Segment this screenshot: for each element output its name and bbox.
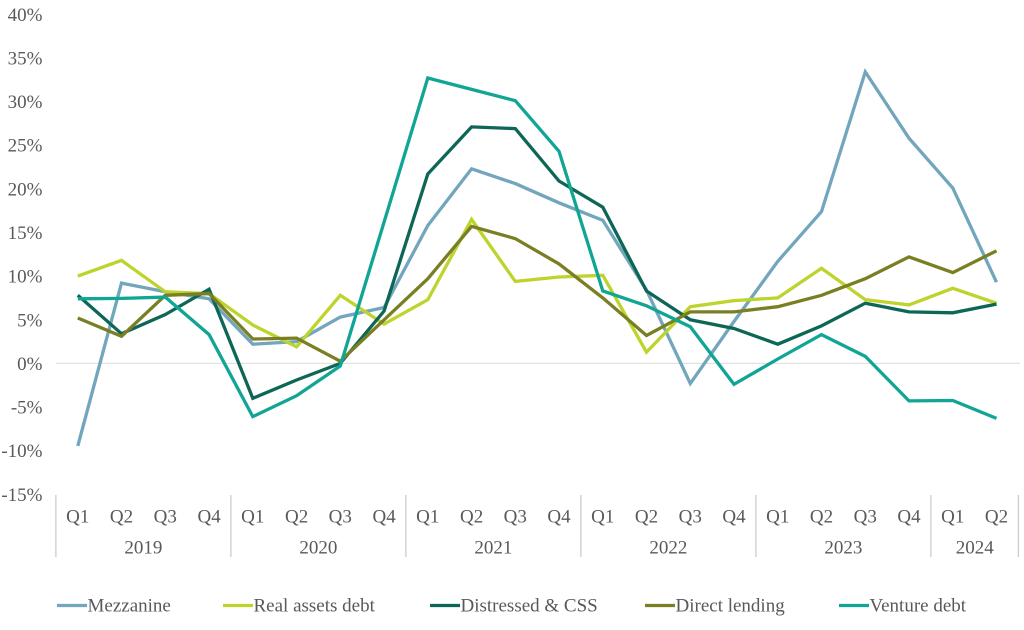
svg-text:20%: 20%	[8, 179, 43, 200]
svg-text:Mezzanine: Mezzanine	[88, 596, 171, 617]
svg-text:Q1: Q1	[66, 507, 89, 528]
svg-text:Real assets debt: Real assets debt	[254, 596, 376, 617]
svg-text:35%: 35%	[8, 49, 43, 70]
svg-text:Q3: Q3	[504, 507, 527, 528]
svg-text:2024: 2024	[956, 538, 995, 559]
svg-text:Q2: Q2	[110, 507, 133, 528]
svg-text:Q4: Q4	[547, 507, 571, 528]
svg-text:Q1: Q1	[416, 507, 439, 528]
svg-text:Q3: Q3	[679, 507, 702, 528]
svg-text:Q3: Q3	[329, 507, 352, 528]
svg-text:Q4: Q4	[722, 507, 746, 528]
svg-text:Q4: Q4	[197, 507, 221, 528]
svg-text:10%: 10%	[8, 267, 43, 288]
svg-text:0%: 0%	[17, 354, 43, 375]
svg-text:Q3: Q3	[854, 507, 877, 528]
svg-text:2023: 2023	[824, 538, 862, 559]
svg-text:2021: 2021	[474, 538, 512, 559]
svg-text:40%: 40%	[8, 5, 43, 26]
svg-text:2022: 2022	[649, 538, 687, 559]
svg-text:30%: 30%	[8, 92, 43, 113]
svg-text:Q1: Q1	[591, 507, 614, 528]
svg-text:Q1: Q1	[241, 507, 264, 528]
svg-text:Q1: Q1	[941, 507, 964, 528]
svg-text:Q3: Q3	[154, 507, 177, 528]
svg-text:Q4: Q4	[372, 507, 396, 528]
svg-text:2020: 2020	[299, 538, 337, 559]
svg-text:Q2: Q2	[985, 507, 1008, 528]
svg-text:Q2: Q2	[635, 507, 658, 528]
svg-text:15%: 15%	[8, 223, 43, 244]
svg-text:25%: 25%	[8, 136, 43, 157]
svg-text:Q2: Q2	[460, 507, 483, 528]
svg-text:-10%: -10%	[1, 441, 42, 462]
svg-text:-15%: -15%	[1, 485, 42, 506]
svg-text:Q2: Q2	[810, 507, 833, 528]
svg-text:Direct lending: Direct lending	[676, 596, 786, 617]
svg-text:Q4: Q4	[897, 507, 921, 528]
svg-text:Venture debt: Venture debt	[870, 596, 967, 617]
svg-text:5%: 5%	[17, 310, 43, 331]
svg-text:Distressed & CSS: Distressed & CSS	[461, 596, 598, 617]
svg-text:Q1: Q1	[766, 507, 789, 528]
svg-text:2019: 2019	[124, 538, 162, 559]
svg-text:Q2: Q2	[285, 507, 308, 528]
svg-text:-5%: -5%	[11, 398, 43, 419]
